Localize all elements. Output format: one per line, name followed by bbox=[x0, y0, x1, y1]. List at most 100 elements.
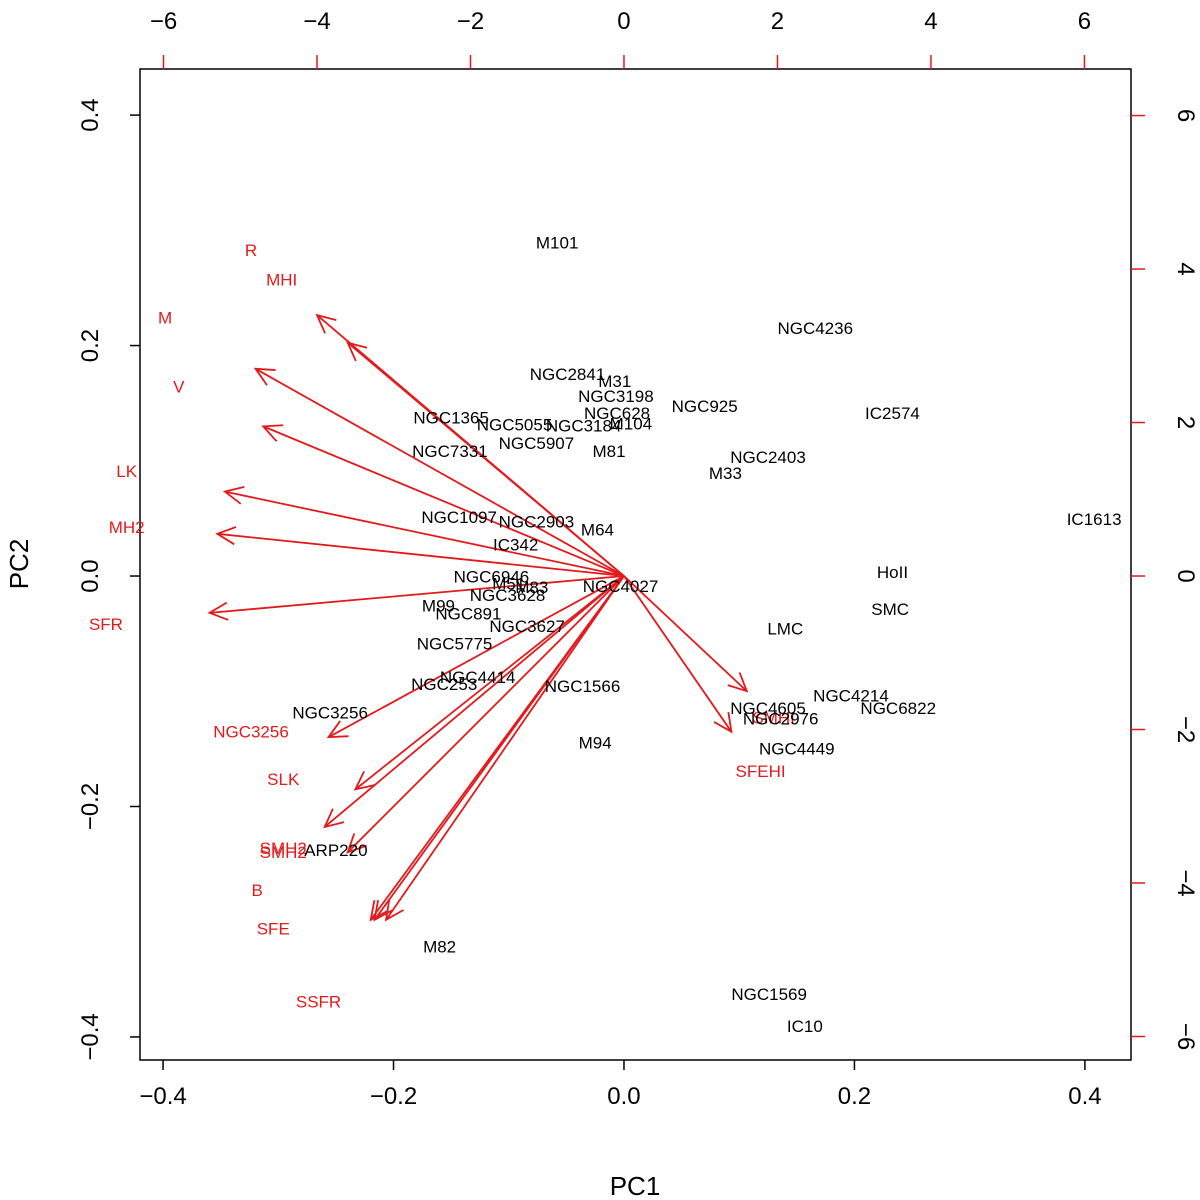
observation-label: NGC4214 bbox=[813, 686, 889, 705]
observation-label: NGC3627 bbox=[489, 617, 565, 636]
observation-label: NGC1097 bbox=[421, 508, 497, 527]
variable-label: SLK bbox=[267, 770, 300, 789]
variable-arrows: R MHI M V LK MH2 SFR SMHI SFEHI NGC3256 SLK SMH2SMH… bbox=[89, 241, 795, 1011]
observation-label: NGC5775 bbox=[417, 635, 493, 654]
observation-label: HoII bbox=[877, 563, 908, 582]
variable-arrow bbox=[262, 425, 625, 577]
observation-label: NGC4414 bbox=[440, 668, 516, 687]
variable-label: SMH2 bbox=[260, 843, 307, 862]
variable-arrow bbox=[328, 575, 625, 738]
variable-label: R bbox=[245, 241, 257, 260]
observation-label: NGC891 bbox=[435, 605, 501, 624]
x-tick-label: −0.2 bbox=[370, 1083, 417, 1110]
observation-label: IC10 bbox=[787, 1017, 823, 1036]
observation-label: IC342 bbox=[493, 535, 538, 554]
variable-arrowhead bbox=[346, 341, 368, 362]
top-tick-label: 4 bbox=[924, 8, 937, 35]
x-tick-label: 0.4 bbox=[1068, 1083, 1101, 1110]
plot-frame bbox=[139, 68, 1132, 1061]
observation-label: M83 bbox=[515, 578, 548, 597]
variable-label: SSFR bbox=[296, 992, 341, 1011]
variable-arrowhead bbox=[353, 770, 376, 791]
observation-label: NGC4027 bbox=[583, 577, 659, 596]
x-tick-label: −0.4 bbox=[139, 1083, 186, 1110]
top-tick-label: 6 bbox=[1078, 8, 1091, 35]
observation-label: IC1613 bbox=[1067, 510, 1122, 529]
right-tick-label: 0 bbox=[1172, 569, 1199, 582]
observation-label: NGC1566 bbox=[545, 677, 621, 696]
variable-arrowhead bbox=[326, 720, 349, 739]
observation-label: NGC253 bbox=[411, 675, 477, 694]
observation-label: NGC2903 bbox=[499, 512, 575, 531]
variable-arrow bbox=[347, 575, 625, 853]
observation-label: NGC2841 bbox=[530, 365, 606, 384]
observation-label: NGC4605 bbox=[730, 699, 806, 718]
observation-label: M81 bbox=[592, 442, 625, 461]
variable-label: SFR bbox=[89, 615, 123, 634]
variable-arrowhead bbox=[222, 485, 245, 505]
variable-arrow bbox=[369, 575, 625, 921]
observation-label: M51 bbox=[492, 575, 525, 594]
observation-label: M99 bbox=[422, 596, 455, 615]
right-tick-label: 2 bbox=[1172, 416, 1199, 429]
observation-label: NGC6946 bbox=[454, 568, 530, 587]
top-tick-label: 0 bbox=[617, 8, 630, 35]
observation-label: M82 bbox=[423, 938, 456, 957]
variable-arrow bbox=[354, 575, 625, 791]
variable-arrow bbox=[224, 490, 625, 577]
observation-label: M33 bbox=[709, 464, 742, 483]
variable-label: M bbox=[158, 309, 172, 328]
observation-label: M94 bbox=[579, 734, 612, 753]
observation-label: NGC2976 bbox=[743, 709, 819, 728]
observation-label: NGC3256 bbox=[292, 704, 368, 723]
observation-label: M104 bbox=[610, 414, 653, 433]
y-tick-label: 0.0 bbox=[77, 559, 104, 592]
variable-arrow bbox=[324, 575, 625, 828]
y-tick-label: 0.2 bbox=[77, 329, 104, 362]
observation-label: NGC7331 bbox=[412, 442, 488, 461]
observation-label: NGC3184 bbox=[546, 417, 622, 436]
x-tick-label: 0.0 bbox=[607, 1083, 640, 1110]
variable-arrowhead bbox=[323, 808, 345, 829]
observation-label: NGC4236 bbox=[777, 319, 853, 338]
observation-label: M64 bbox=[581, 520, 614, 539]
variable-arrowhead bbox=[346, 833, 367, 854]
variable-label: SMHI bbox=[752, 709, 795, 728]
variable-arrow bbox=[347, 342, 625, 577]
right-tick-label: 6 bbox=[1172, 109, 1199, 122]
variable-label: SFEHI bbox=[736, 762, 786, 781]
variable-arrowhead bbox=[384, 899, 404, 922]
top-tick-label: −6 bbox=[150, 8, 177, 35]
x-tick-label: 0.2 bbox=[838, 1083, 871, 1110]
axes-ticks: −0.4 −0.2 0.0 0.2 0.4 −0.4 −0.2 0.0 0.2 0.4 −6 −4 −2… bbox=[77, 8, 1199, 1110]
x-axis-title: PC1 bbox=[610, 1171, 661, 1200]
observation-label: NGC4449 bbox=[759, 739, 835, 758]
variable-label: MHI bbox=[266, 270, 297, 289]
variable-arrow bbox=[623, 575, 748, 692]
right-tick-label: −2 bbox=[1172, 716, 1199, 743]
observation-label: NGC3628 bbox=[470, 586, 546, 605]
right-tick-label: −4 bbox=[1172, 869, 1199, 896]
y-tick-label: 0.4 bbox=[77, 98, 104, 131]
variable-label: LK bbox=[116, 462, 137, 481]
variable-arrow bbox=[209, 575, 625, 614]
observation-label: NGC1365 bbox=[413, 409, 489, 428]
variable-arrowhead bbox=[713, 711, 733, 734]
observation-label: NGC1569 bbox=[731, 985, 807, 1004]
variable-arrowhead bbox=[215, 526, 237, 546]
observation-label: LMC bbox=[767, 620, 803, 639]
observation-label: NGC628 bbox=[584, 404, 650, 423]
observation-label: NGC6822 bbox=[860, 699, 936, 718]
observation-label: M101 bbox=[536, 234, 579, 253]
variable-arrow bbox=[385, 575, 625, 921]
right-tick-label: −6 bbox=[1172, 1023, 1199, 1050]
observation-label: NGC5907 bbox=[499, 434, 575, 453]
observation-label: ARP220 bbox=[304, 841, 367, 860]
variable-arrow bbox=[255, 368, 625, 577]
variable-arrowhead bbox=[261, 424, 284, 442]
observation-label: NGC3198 bbox=[578, 387, 654, 406]
variable-arrowhead bbox=[315, 313, 337, 334]
observation-label: IC2574 bbox=[865, 404, 920, 423]
